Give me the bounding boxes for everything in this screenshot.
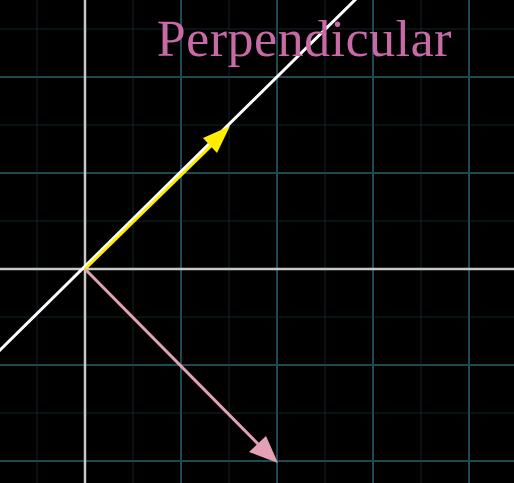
yellow-vector-arrowhead-icon — [203, 126, 230, 153]
pink-vector-arrowhead-icon — [249, 436, 278, 463]
perpendicular-line — [0, 0, 358, 353]
yellow-vector-shaft — [83, 139, 218, 271]
pink-vector-shaft — [83, 267, 264, 450]
title: Perpendicular — [157, 11, 452, 68]
